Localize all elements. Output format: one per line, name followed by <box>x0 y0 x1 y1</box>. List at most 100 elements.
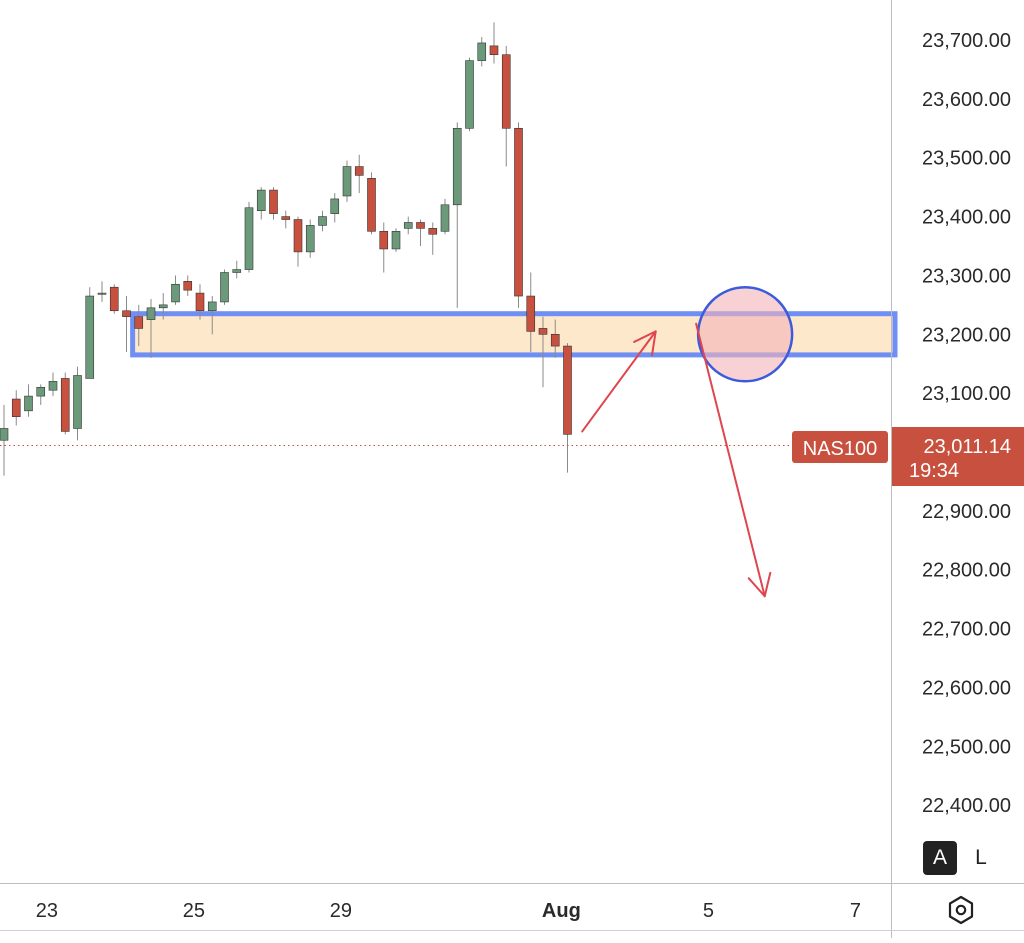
candle-body <box>256 189 266 211</box>
candle <box>514 122 523 308</box>
candle <box>379 222 389 273</box>
candle <box>538 316 548 388</box>
candle-body <box>97 292 107 295</box>
candle-body <box>403 222 413 229</box>
auto-scale-button[interactable]: A <box>923 841 957 875</box>
candle-body <box>318 216 327 226</box>
candle <box>158 293 168 320</box>
price-axis[interactable]: 23,700.00 23,600.00 23,500.00 23,400.00 23,3… <box>922 30 1011 817</box>
candle-body <box>220 272 229 303</box>
candle-body <box>440 204 450 232</box>
candle <box>477 37 487 67</box>
arrow-up-drawing-shaft <box>581 330 657 433</box>
candle-body <box>134 316 144 329</box>
arrow-up-drawing[interactable] <box>581 330 657 433</box>
candle <box>48 372 58 397</box>
price-tick-label: 23,300.00 <box>922 265 1011 287</box>
last-price-box <box>892 427 1024 486</box>
candle <box>195 284 205 320</box>
candle <box>391 228 401 252</box>
candle-body <box>514 127 523 297</box>
candle-body <box>171 283 180 303</box>
candle <box>452 122 462 308</box>
candle-body <box>48 381 58 391</box>
candle-body <box>428 228 438 235</box>
candle-body <box>477 42 487 61</box>
candle <box>122 296 131 352</box>
candle <box>146 298 156 358</box>
candle <box>11 390 21 426</box>
candle <box>109 284 119 314</box>
candle-body <box>60 378 70 432</box>
candle-body <box>183 281 193 291</box>
settings-icon[interactable] <box>944 893 978 927</box>
candle <box>134 304 144 347</box>
candle-body <box>305 225 315 253</box>
candle <box>489 22 499 64</box>
candle <box>293 216 303 267</box>
price-tick-label: 22,900.00 <box>922 501 1011 523</box>
price-tick-label: 22,800.00 <box>922 560 1011 582</box>
candle <box>354 154 364 194</box>
log-scale-button[interactable]: L <box>964 841 998 875</box>
candle <box>281 210 291 229</box>
time-axis[interactable]: 23 25 29 Aug 5 7 <box>36 900 861 922</box>
candle-body <box>11 398 21 418</box>
candle <box>0 404 9 476</box>
candle <box>526 272 536 352</box>
candle-body <box>0 428 9 441</box>
candle-body <box>24 395 33 412</box>
candle-body <box>232 269 242 273</box>
price-tick-label: 23,600.00 <box>922 89 1011 111</box>
candle-body <box>122 310 131 317</box>
candle-body <box>391 230 401 250</box>
candle-body <box>281 216 291 220</box>
candle <box>465 57 474 132</box>
candle-body <box>158 304 168 309</box>
candle <box>428 222 438 255</box>
price-tick-label: 23,200.00 <box>922 324 1011 346</box>
candle <box>85 287 95 379</box>
arrow-down-drawing-shaft <box>695 322 766 598</box>
candle <box>342 160 352 202</box>
candle-body <box>563 345 572 435</box>
candle <box>501 45 511 167</box>
price-tick-label: 22,700.00 <box>922 619 1011 641</box>
candle <box>330 193 340 223</box>
candle-body <box>367 178 376 232</box>
candle-body <box>342 166 352 197</box>
candle <box>440 198 450 235</box>
target-circle-drawing[interactable] <box>696 286 794 383</box>
candle <box>220 269 229 305</box>
candle <box>367 172 376 235</box>
candle <box>256 187 266 220</box>
arrow-down-drawing[interactable] <box>695 322 772 598</box>
candle <box>97 281 107 302</box>
candle <box>24 384 33 417</box>
candle-body <box>489 45 499 56</box>
candle-body <box>269 189 278 214</box>
candle-body <box>526 295 536 332</box>
candle-body <box>538 328 548 335</box>
candle-body <box>465 60 474 129</box>
candle-body <box>354 166 364 176</box>
candle-body <box>330 198 340 214</box>
symbol-label-box <box>792 431 888 463</box>
candle-body <box>109 286 119 312</box>
candle-body <box>146 307 156 320</box>
candle-body <box>195 292 205 312</box>
candle <box>416 219 425 247</box>
candle <box>73 366 82 441</box>
price-tick-label: 22,600.00 <box>922 677 1011 699</box>
price-tick-label: 23,700.00 <box>922 30 1011 52</box>
price-tick-label: 22,500.00 <box>922 736 1011 758</box>
candle <box>244 201 254 273</box>
candle-body <box>207 301 217 312</box>
price-tick-label: 23,500.00 <box>922 148 1011 170</box>
time-tick-label: 5 <box>703 900 714 922</box>
candle <box>403 216 413 235</box>
time-tick-label: 23 <box>36 900 58 922</box>
